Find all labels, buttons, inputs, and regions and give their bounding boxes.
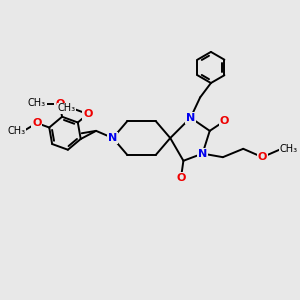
Text: CH₃: CH₃ xyxy=(280,144,298,154)
Text: CH₃: CH₃ xyxy=(8,126,26,136)
Text: CH₃: CH₃ xyxy=(57,103,75,113)
Text: N: N xyxy=(108,133,118,143)
Text: O: O xyxy=(258,152,267,162)
Text: O: O xyxy=(55,99,64,109)
Text: O: O xyxy=(83,109,93,119)
Text: N: N xyxy=(198,148,207,159)
Text: O: O xyxy=(176,172,186,182)
Text: CH₃: CH₃ xyxy=(28,98,46,108)
Text: O: O xyxy=(32,118,42,128)
Text: O: O xyxy=(219,116,229,126)
Text: N: N xyxy=(186,113,195,123)
